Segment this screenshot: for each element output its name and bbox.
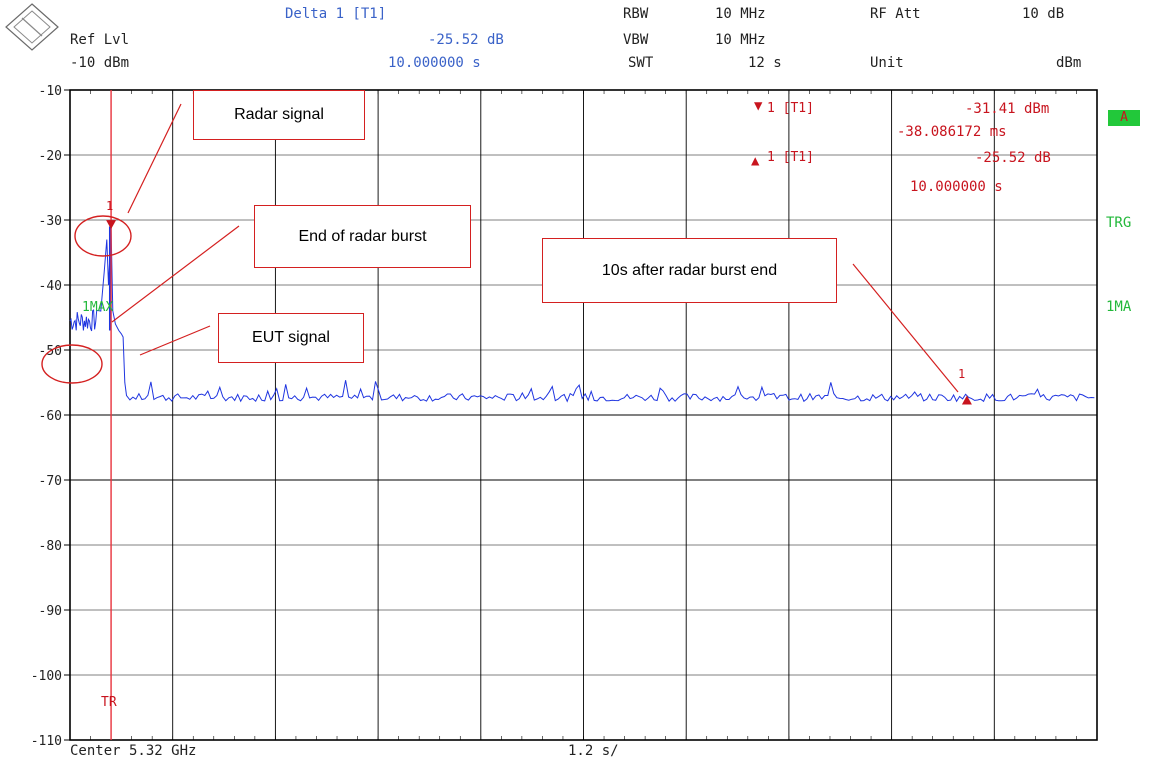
leader-end-burst (111, 225, 240, 323)
delta-time: 10.000000 s (388, 55, 481, 71)
y-tick-label: -20 (39, 149, 62, 164)
footer-span: 1.2 s/ (568, 743, 619, 759)
y-tick-label: -40 (39, 279, 62, 294)
side-trg-label: TRG (1106, 215, 1132, 231)
radar-signal-ellipse (74, 215, 132, 257)
rf-att-value: 10 dB (1022, 6, 1065, 22)
leader-eut-signal (139, 325, 211, 356)
marker1-number: 1 (106, 199, 114, 213)
y-tick-label: -100 (31, 669, 62, 684)
ref-lvl-value: -10 dBm (70, 55, 130, 71)
y-tick-label: -90 (39, 604, 62, 619)
callout-after-10s: 10s after radar burst end (542, 238, 837, 303)
marker1-triangle (106, 220, 117, 230)
rohde-schwarz-logo-icon (4, 2, 60, 56)
delta1-symbol: ▲ (751, 153, 760, 169)
callout-radar-signal: Radar signal (193, 90, 365, 140)
unit-label: Unit (870, 55, 904, 71)
callout-end-burst: End of radar burst (254, 205, 471, 268)
delta1-tag: 1 [T1] (767, 150, 814, 165)
delta1-number: 1 (958, 367, 966, 381)
rbw-value: 10 MHz (715, 6, 766, 22)
rbw-label: RBW (623, 6, 649, 22)
ref-lvl-label: Ref Lvl (70, 32, 130, 48)
plot-grid (64, 89, 1098, 741)
swt-label: SWT (628, 55, 654, 71)
y-tick-label: -70 (39, 474, 62, 489)
delta1-value: -25.52 dB (975, 150, 1051, 166)
side-1ma-label: 1MA (1106, 299, 1132, 315)
delta1-time: 10.000000 s (910, 179, 1003, 195)
trace-1max-label: 1MAX (82, 300, 114, 315)
trigger-tr-label: TR (101, 695, 117, 710)
y-tick-label: -80 (39, 539, 62, 554)
vbw-label: VBW (623, 32, 649, 48)
trace-1max (69, 226, 1095, 403)
marker-layer (41, 90, 972, 740)
marker1-symbol: ▼ (754, 98, 763, 114)
vbw-value: 10 MHz (715, 32, 766, 48)
y-tick-label: -60 (39, 409, 62, 424)
side-a-badge: A (1108, 110, 1140, 126)
footer-center: Center 5.32 GHz (70, 743, 197, 759)
eut-signal-ellipse (41, 344, 103, 384)
rf-att-label: RF Att (870, 6, 921, 22)
delta1-triangle (961, 395, 972, 405)
delta-label: Delta 1 [T1] (285, 6, 387, 22)
unit-value: dBm (1056, 55, 1082, 71)
y-tick-label: -110 (31, 734, 62, 749)
callout-eut-signal: EUT signal (218, 313, 364, 363)
leader-radar-signal (127, 103, 182, 214)
swt-value: 12 s (748, 55, 782, 71)
y-tick-label: -10 (39, 84, 62, 99)
trace-line (69, 229, 1095, 403)
leader-after-10s (852, 263, 959, 393)
marker1-value: -31.41 dBm (965, 101, 1050, 117)
y-tick-label: -30 (39, 214, 62, 229)
marker1-time: -38.086172 ms (897, 124, 1007, 140)
marker1-tag: 1 [T1] (767, 101, 814, 116)
delta-value: -25.52 dB (428, 32, 504, 48)
y-tick-labels: -10-20-30-40-50-60-70-80-90-100-110 (31, 84, 62, 749)
